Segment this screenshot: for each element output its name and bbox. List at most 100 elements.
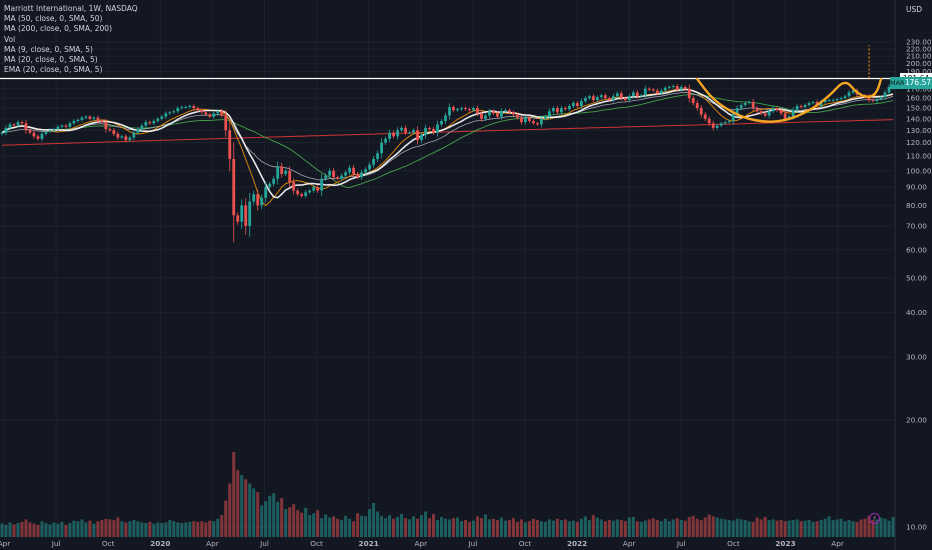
candle-body bbox=[16, 122, 20, 126]
y-tick-label: 60.00 bbox=[906, 245, 927, 254]
volume-bar bbox=[228, 483, 232, 537]
y-tick-label: 100.00 bbox=[906, 166, 932, 175]
candle-body bbox=[887, 86, 891, 93]
volume-bar bbox=[587, 520, 591, 537]
volume-bar bbox=[304, 507, 308, 537]
candle-body bbox=[575, 103, 579, 107]
volume-bar bbox=[463, 520, 467, 537]
volume-bar bbox=[495, 520, 499, 537]
volume-bar bbox=[56, 523, 60, 537]
candle-body bbox=[8, 124, 12, 128]
candle-body bbox=[420, 135, 423, 141]
volume-bar bbox=[547, 519, 551, 537]
candle-body bbox=[312, 187, 316, 191]
volume-bar bbox=[731, 520, 735, 537]
volume-bar bbox=[439, 516, 444, 537]
candle-body bbox=[180, 107, 184, 109]
volume-bar bbox=[483, 514, 487, 537]
volume-bar bbox=[128, 521, 132, 537]
candle-body bbox=[795, 106, 799, 111]
candle-body bbox=[280, 166, 284, 174]
candle-body bbox=[675, 86, 679, 90]
volume-bar bbox=[655, 520, 659, 537]
candle-body bbox=[232, 158, 236, 216]
volume-bar bbox=[543, 521, 547, 537]
candle-body bbox=[484, 115, 487, 119]
volume-bar bbox=[328, 517, 332, 537]
volume-bar bbox=[715, 517, 719, 537]
candle-body bbox=[44, 131, 48, 134]
candle-body bbox=[667, 86, 671, 88]
candle-body bbox=[0, 132, 4, 134]
volume-bar bbox=[563, 519, 567, 537]
indicator-ma200[interactable]: MA (200, close, 0, SMA, 200) bbox=[4, 24, 112, 34]
candle-body bbox=[100, 121, 104, 123]
indicator-ema20[interactable]: EMA (20, close, 0, SMA, 5) bbox=[4, 65, 103, 75]
volume-bar bbox=[647, 519, 651, 537]
volume-bar bbox=[567, 521, 571, 537]
candle-body bbox=[404, 127, 407, 133]
indicator-ma50[interactable]: MA (50, close, 0, SMA, 50) bbox=[4, 14, 103, 24]
y-tick-label: 20.00 bbox=[906, 415, 927, 424]
volume-bar bbox=[276, 501, 280, 537]
candle-body bbox=[751, 102, 755, 109]
cup-handle-curve bbox=[696, 77, 883, 123]
y-tick-label: 210.00 bbox=[906, 52, 932, 61]
x-tick-label: Apr bbox=[206, 539, 219, 548]
chart-title: Marriott International, 1W, NASDAQ bbox=[4, 4, 138, 13]
volume-bar bbox=[751, 521, 755, 537]
volume-bar bbox=[168, 520, 172, 537]
candle-body bbox=[703, 114, 707, 119]
candle-body bbox=[555, 108, 559, 113]
indicator-ma20[interactable]: MA (20, close, 0, SMA, 5) bbox=[4, 55, 98, 65]
candle-body bbox=[528, 117, 531, 122]
candle-body bbox=[328, 170, 332, 176]
candle-body bbox=[735, 108, 739, 114]
volume-bar bbox=[723, 519, 727, 537]
volume-bar bbox=[380, 515, 384, 537]
alert-icon[interactable]: ⚡ bbox=[869, 513, 880, 524]
indicator-ma9[interactable]: MA (9, close, 0, SMA, 5) bbox=[4, 44, 93, 54]
volume-bar bbox=[104, 518, 108, 537]
volume-bar bbox=[184, 522, 188, 537]
candle-body bbox=[551, 108, 555, 112]
volume-bar bbox=[623, 521, 627, 537]
volume-bar bbox=[236, 470, 240, 537]
candle-body bbox=[304, 192, 308, 196]
candle-body bbox=[651, 89, 655, 91]
ma20-line bbox=[1, 88, 894, 199]
volume-bar bbox=[8, 522, 12, 537]
volume-bar bbox=[32, 523, 36, 537]
volume-bar bbox=[643, 520, 647, 537]
candle-body bbox=[216, 111, 220, 114]
y-tick-label: 80.00 bbox=[906, 201, 927, 210]
volume-bar bbox=[795, 519, 799, 537]
volume-bar bbox=[771, 519, 775, 537]
candle-body bbox=[563, 108, 567, 110]
volume-bar bbox=[36, 524, 40, 537]
candle-body bbox=[639, 95, 643, 97]
volume-bar bbox=[667, 521, 671, 537]
candle-body bbox=[364, 169, 367, 173]
candle-body bbox=[731, 113, 735, 122]
volume-bar bbox=[216, 518, 220, 537]
candle-body bbox=[627, 96, 631, 101]
candle-body bbox=[488, 111, 491, 116]
volume-bar bbox=[519, 519, 523, 537]
candle-body bbox=[20, 122, 24, 124]
volume-bar bbox=[527, 521, 531, 537]
candle-body bbox=[268, 183, 272, 188]
indicator-vol[interactable]: Vol bbox=[4, 34, 16, 44]
volume-bar bbox=[164, 522, 168, 537]
volume-bar bbox=[459, 521, 464, 537]
volume-bar bbox=[619, 520, 623, 537]
candle-body bbox=[635, 92, 639, 97]
candle-body bbox=[448, 107, 451, 116]
volume-bar bbox=[811, 521, 815, 537]
candle-body bbox=[284, 170, 288, 174]
volume-bar bbox=[775, 520, 779, 537]
volume-bar bbox=[523, 522, 527, 537]
candle-body bbox=[28, 130, 32, 133]
candle-body bbox=[384, 138, 387, 143]
